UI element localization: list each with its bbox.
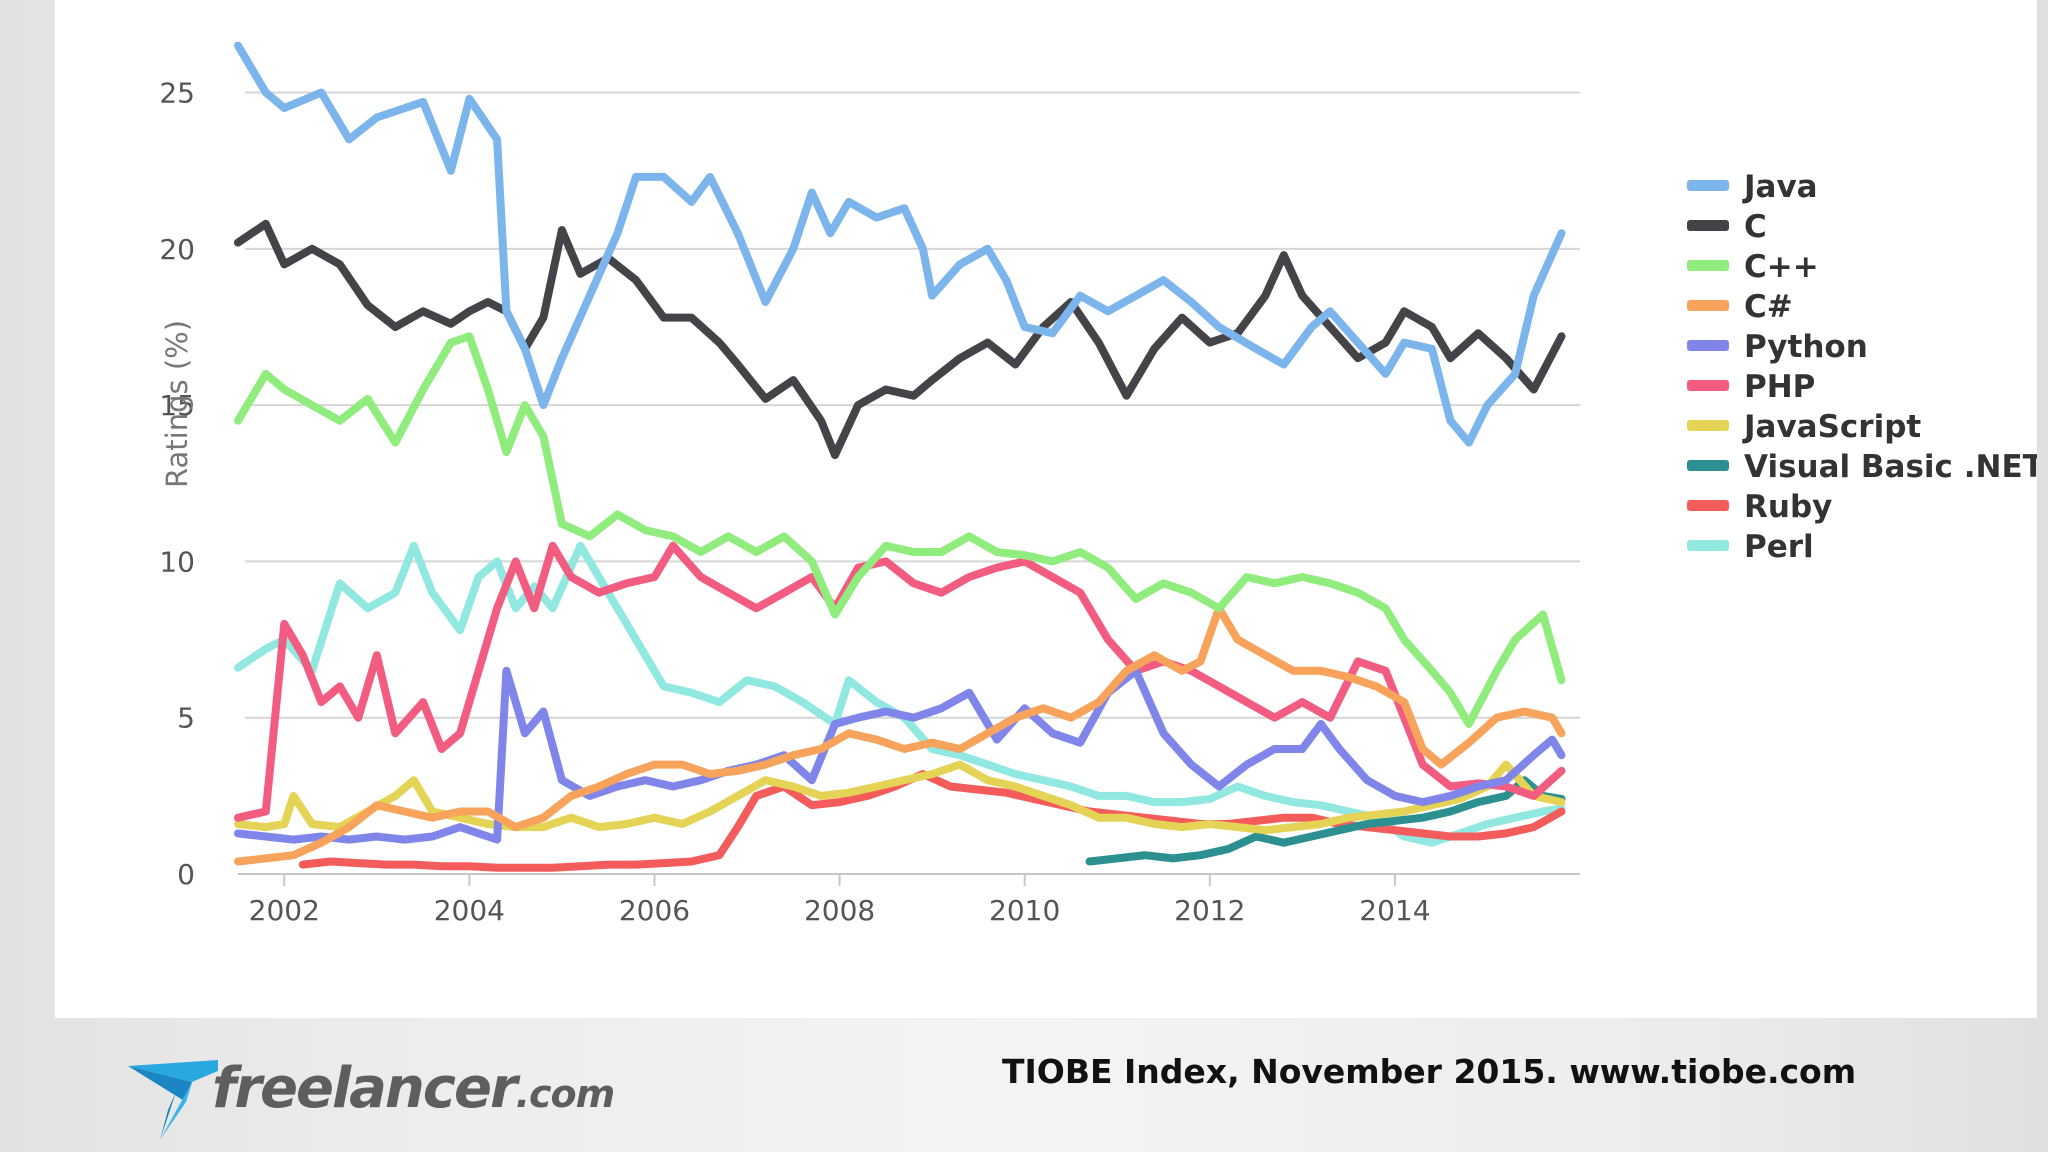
legend-label: Ruby <box>1744 489 1832 525</box>
y-tick-label: 10 <box>159 545 195 578</box>
legend-item-php[interactable]: PHP <box>1687 369 1815 405</box>
freelancer-logo[interactable]: freelancer.com <box>128 1052 615 1142</box>
legend-swatch <box>1687 340 1729 351</box>
y-tick-label: 15 <box>159 389 195 422</box>
legend-label: Visual Basic .NET <box>1744 449 2037 485</box>
x-tick-label: 2006 <box>619 894 690 927</box>
y-axis-ticks: 0 5 10 15 20 25 <box>159 77 195 891</box>
legend-swatch <box>1687 260 1729 271</box>
legend-swatch <box>1687 220 1729 231</box>
y-tick-label: 20 <box>159 233 195 266</box>
legend-item-ruby[interactable]: Ruby <box>1687 489 1832 525</box>
legend-swatch <box>1687 460 1729 471</box>
legend-item-perl[interactable]: Perl <box>1687 529 1814 565</box>
legend-label: C# <box>1744 289 1793 325</box>
series-line-javascript <box>234 760 1566 835</box>
legend-item-javascript[interactable]: JavaScript <box>1687 409 1921 445</box>
legend-label: C <box>1744 209 1767 245</box>
series-line-java <box>234 41 1566 447</box>
legend-label: Python <box>1744 329 1868 365</box>
legend-swatch <box>1687 300 1729 311</box>
legend-item-visual-basic-net[interactable]: Visual Basic .NET <box>1687 449 2037 485</box>
legend[interactable]: Java C C++ C# Python PHP JavaScript Visual Basi… <box>1687 169 2037 565</box>
x-tick-label: 2014 <box>1359 894 1430 927</box>
x-tick-label: 2012 <box>1174 894 1245 927</box>
x-tick-label: 2004 <box>434 894 505 927</box>
y-tick-label: 0 <box>177 858 195 891</box>
x-tick-label: 2008 <box>804 894 875 927</box>
y-axis-title: Ratings (%) <box>160 320 194 488</box>
freelancer-bird-logo-icon <box>128 1060 218 1140</box>
y-tick-label: 5 <box>177 702 195 735</box>
legend-item-java[interactable]: Java <box>1687 169 1818 205</box>
source-caption: TIOBE Index, November 2015. www.tiobe.co… <box>1002 1052 1857 1091</box>
legend-swatch <box>1687 540 1729 551</box>
legend-label: JavaScript <box>1742 409 1921 445</box>
chart-panel: 0 5 10 15 20 25 2002 2004 2006 2008 2010 2012 2014 … <box>55 0 2037 1018</box>
x-tick-label: 2002 <box>249 894 320 927</box>
legend-label: PHP <box>1744 369 1815 405</box>
series-line-c <box>234 219 1566 460</box>
y-tick-label: 25 <box>159 77 195 110</box>
logo-name: freelancer <box>212 1056 518 1121</box>
legend-item-c[interactable]: C# <box>1687 289 1793 325</box>
legend-swatch <box>1687 500 1729 511</box>
legend-swatch <box>1687 380 1729 391</box>
series-line-c <box>234 604 1566 866</box>
x-tick-label: 2010 <box>989 894 1060 927</box>
series-line-python <box>234 666 1566 844</box>
series-line-c <box>234 332 1566 728</box>
x-axis-ticks: 2002 2004 2006 2008 2010 2012 2014 <box>249 874 1431 927</box>
series-line-visual-basic-net <box>1085 776 1566 866</box>
legend-label: Perl <box>1744 529 1814 565</box>
grid <box>238 91 1580 875</box>
legend-item-python[interactable]: Python <box>1687 329 1868 365</box>
logo-tld: .com <box>515 1072 616 1116</box>
series-line-perl <box>234 541 1566 847</box>
logo-wordmark: freelancer.com <box>212 1056 616 1121</box>
legend-label: C++ <box>1744 249 1819 285</box>
legend-label: Java <box>1742 169 1818 205</box>
legend-item-c[interactable]: C++ <box>1687 249 1819 285</box>
legend-swatch <box>1687 180 1729 191</box>
legend-swatch <box>1687 420 1729 431</box>
series-lines <box>234 41 1566 872</box>
legend-item-c[interactable]: C <box>1687 209 1767 245</box>
